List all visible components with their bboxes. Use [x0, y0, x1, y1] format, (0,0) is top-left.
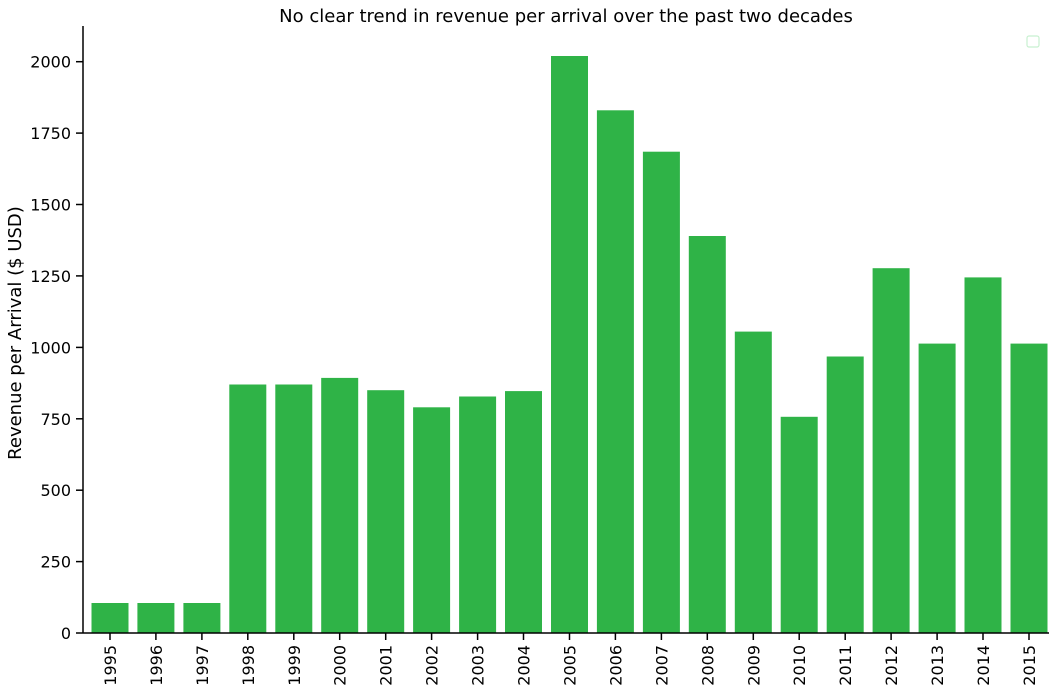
bar-2015: [1010, 343, 1048, 633]
x-tick-label: 2007: [652, 645, 671, 686]
chart-title: No clear trend in revenue per arrival ov…: [279, 6, 853, 27]
y-tick-label: 1250: [30, 267, 71, 286]
y-tick-label: 1750: [30, 124, 71, 143]
y-tick-label: 0: [61, 624, 71, 643]
x-tick-label: 2011: [836, 645, 855, 686]
y-axis-label: Revenue per Arrival ($ USD): [5, 206, 26, 460]
bar-2005: [551, 56, 588, 633]
x-tick-label: 2002: [423, 645, 442, 686]
bars-group: [91, 56, 1048, 634]
bar-2011: [826, 356, 864, 633]
x-tick-label: 2013: [928, 645, 947, 686]
y-ticks-group: 0 250 500 750 1000 1250 1500 1750 2000: [30, 53, 83, 643]
x-tick-label: 2003: [469, 645, 488, 686]
x-tick-label: 2005: [561, 645, 580, 686]
bar-2009: [734, 331, 772, 633]
legend-box: [1026, 35, 1040, 48]
bar-2003: [459, 396, 497, 633]
bar-2012: [872, 268, 910, 633]
x-tick-label: 2010: [790, 645, 809, 686]
bar-2010: [780, 416, 818, 633]
bar-1995: [91, 603, 129, 633]
y-tick-label: 750: [40, 410, 71, 429]
x-tick-label: 2000: [331, 645, 350, 686]
x-tick-label: 2008: [698, 645, 717, 686]
y-tick-label: 2000: [30, 53, 71, 72]
y-tick-label: 1000: [30, 338, 71, 357]
x-tick-label: 1996: [147, 645, 166, 686]
bar-2007: [642, 151, 680, 633]
bar-2013: [918, 343, 956, 633]
y-tick-label: 500: [40, 481, 71, 500]
bar-2006: [596, 110, 634, 634]
x-tick-label: 2015: [1020, 645, 1039, 686]
bar-1998: [229, 384, 267, 633]
y-tick-label: 250: [40, 553, 71, 572]
bar-2002: [413, 407, 451, 633]
x-tick-label: 1999: [285, 645, 304, 686]
bar-2004: [505, 391, 542, 633]
x-tick-label: 2006: [606, 645, 625, 686]
bar-2008: [688, 236, 726, 633]
x-tick-label: 1997: [193, 645, 212, 686]
x-ticks-group: 1995 1996 1997 1998 1999 2000 2001 2002 2003 2004…: [101, 633, 1039, 686]
x-tick-label: 1998: [239, 645, 258, 686]
x-tick-label: 2014: [974, 645, 993, 686]
bar-1996: [137, 603, 175, 633]
bar-2000: [321, 377, 359, 633]
x-tick-label: 2009: [744, 645, 763, 686]
bar-2014: [964, 277, 1002, 633]
y-tick-label: 1500: [30, 196, 71, 215]
x-tick-label: 2004: [515, 645, 534, 686]
bar-1997: [183, 603, 221, 633]
x-tick-label: 2012: [882, 645, 901, 686]
bar-1999: [275, 384, 313, 633]
x-tick-label: 2001: [377, 645, 396, 686]
x-tick-label: 1995: [101, 645, 120, 686]
bar-2001: [367, 390, 405, 633]
